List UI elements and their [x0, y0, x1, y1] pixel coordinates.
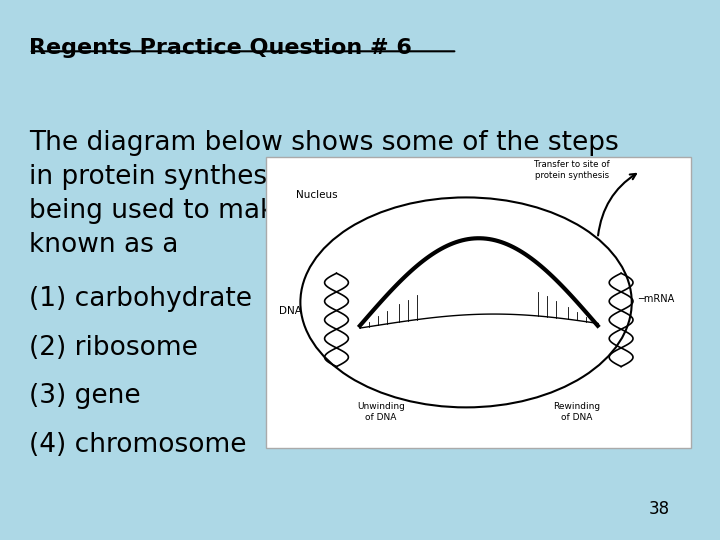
Text: The diagram below shows some of the steps
in protein synthesis. The section of D: The diagram below shows some of the step… [29, 130, 618, 258]
FancyBboxPatch shape [266, 157, 691, 448]
Text: Unwinding
of DNA: Unwinding of DNA [357, 402, 405, 422]
Text: Transfer to site of
protein synthesis: Transfer to site of protein synthesis [534, 159, 610, 180]
Text: DNA: DNA [279, 306, 302, 316]
Text: ─mRNA: ─mRNA [638, 294, 675, 305]
Text: Regents Practice Question # 6: Regents Practice Question # 6 [29, 38, 412, 58]
Text: (3) gene: (3) gene [29, 383, 140, 409]
Text: (1) carbohydrate: (1) carbohydrate [29, 286, 252, 312]
Text: Nucleus: Nucleus [296, 190, 338, 200]
Text: Rewinding
of DNA: Rewinding of DNA [553, 402, 600, 422]
Text: (4) chromosome: (4) chromosome [29, 432, 246, 458]
Text: 38: 38 [649, 501, 670, 518]
Ellipse shape [300, 198, 631, 407]
Text: (2) ribosome: (2) ribosome [29, 335, 198, 361]
